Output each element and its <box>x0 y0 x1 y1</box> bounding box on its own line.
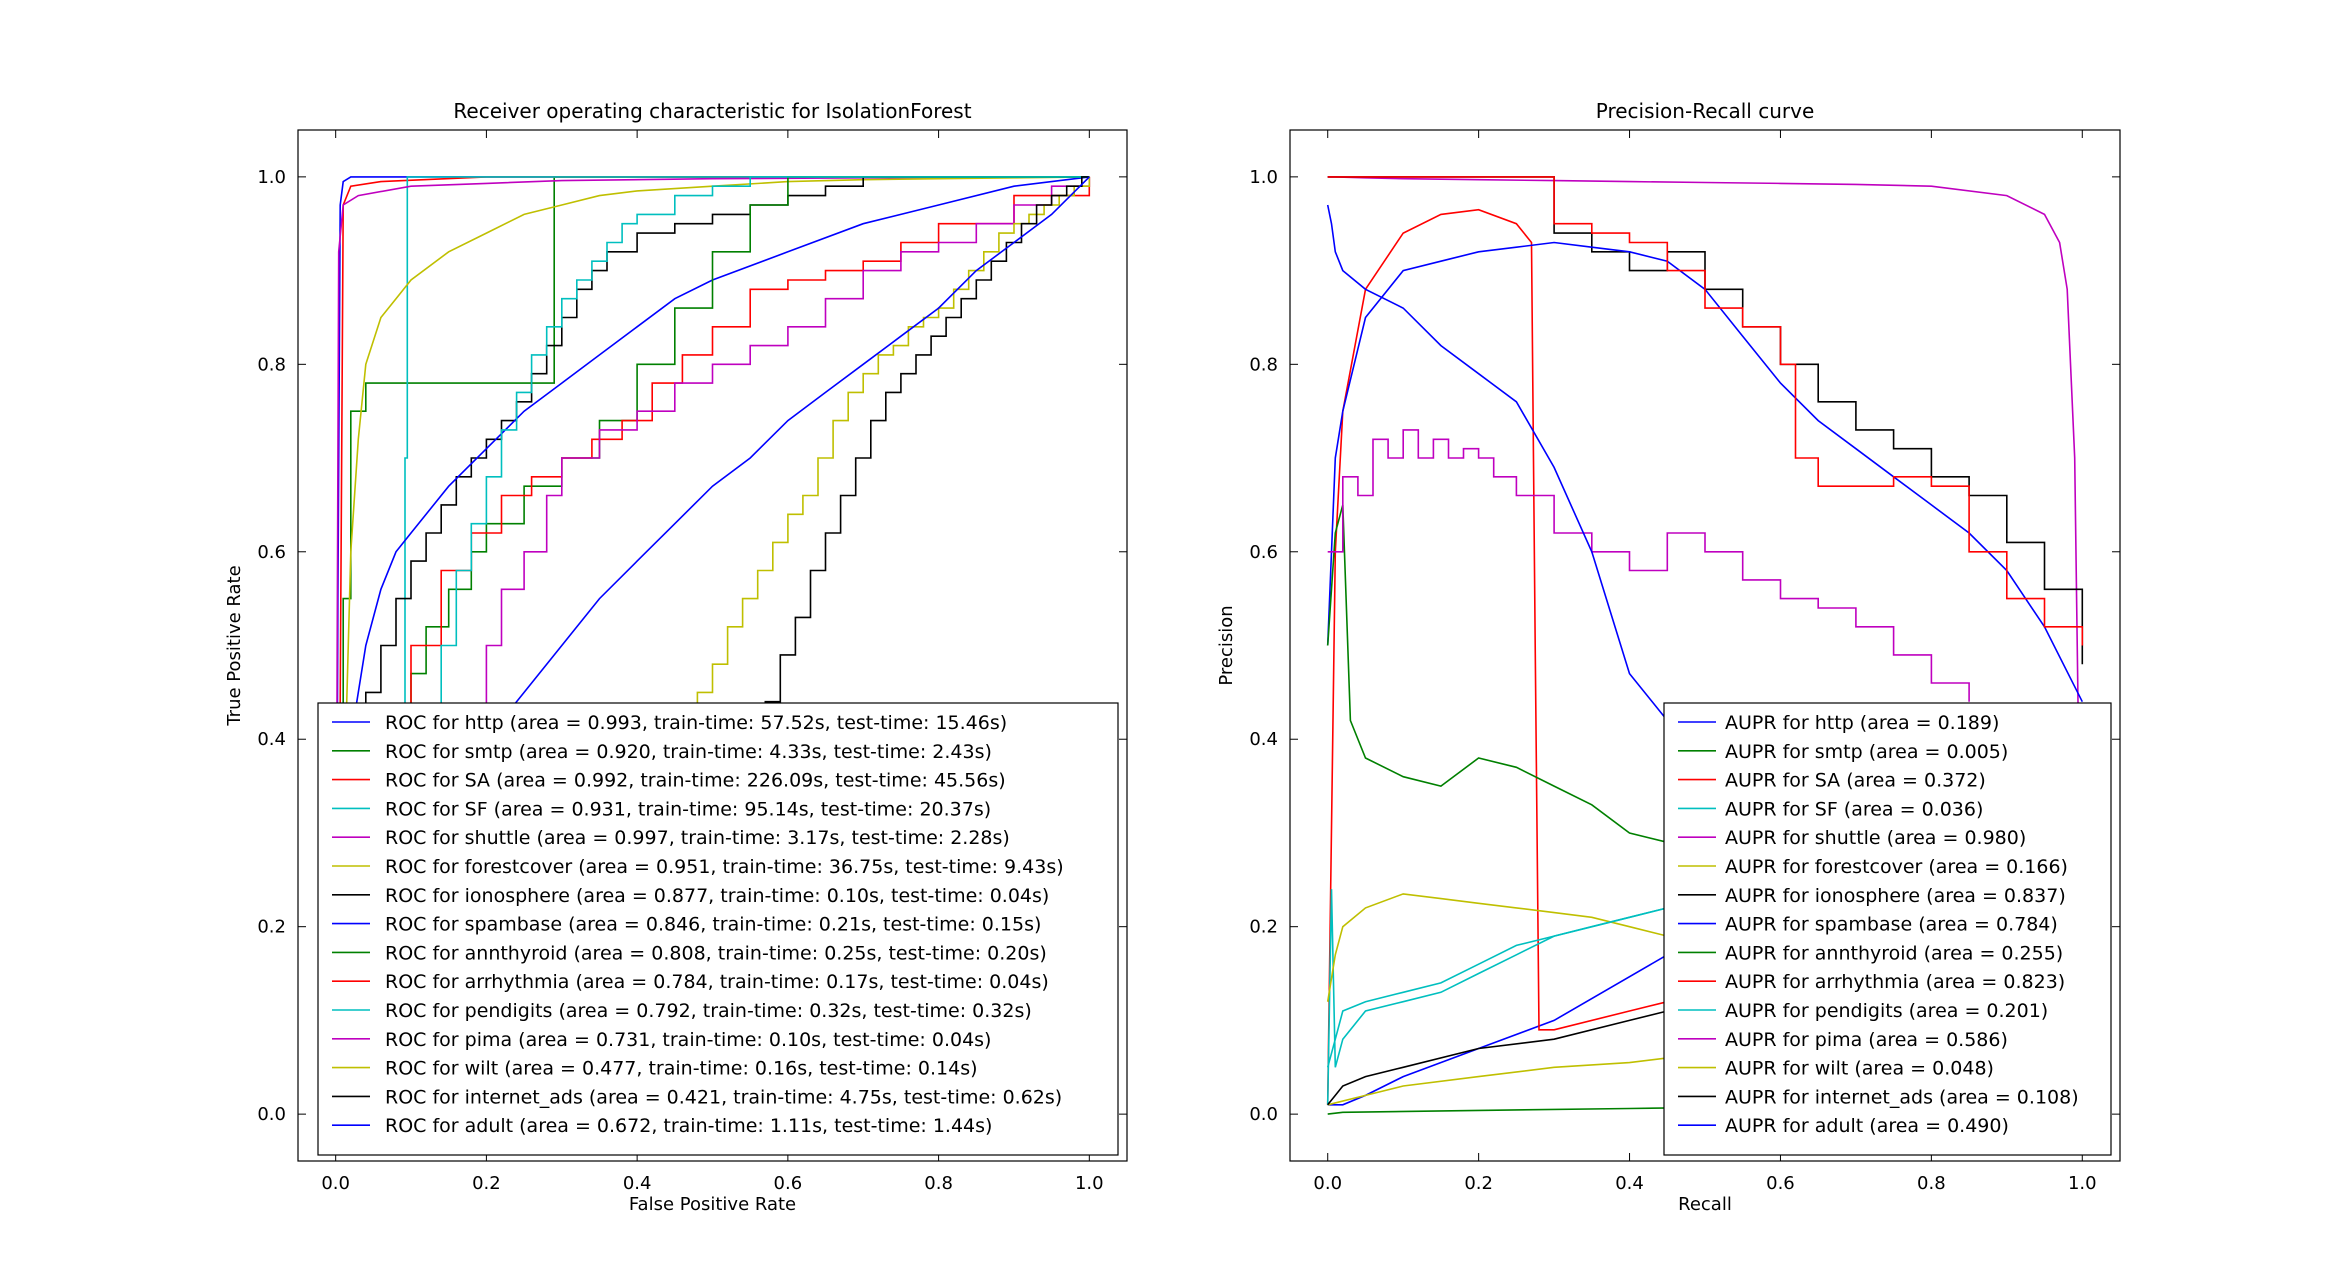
x-tick-label: 0.0 <box>1313 1173 1342 1194</box>
series-line-4 <box>334 176 1090 1115</box>
y-axis-label: Precision <box>1216 605 1237 685</box>
x-tick-label: 1.0 <box>1075 1173 1104 1194</box>
legend-box <box>1663 702 2112 1156</box>
series-line-7 <box>334 176 1090 1115</box>
series-line-12 <box>1327 1057 2083 1106</box>
series-line-13 <box>335 176 1090 1115</box>
legend-entry: AUPR for SF (area = 0.036) <box>1725 798 1983 820</box>
x-tick-label: 0.2 <box>1464 1173 1493 1194</box>
legend-entry: AUPR for http (area = 0.189) <box>1725 712 1999 734</box>
y-tick-label: 0.0 <box>257 1104 286 1125</box>
legend-entry: AUPR for annthyroid (area = 0.255) <box>1725 942 2063 964</box>
legend-entry: AUPR for adult (area = 0.490) <box>1725 1115 2009 1137</box>
y-tick-label: 0.4 <box>257 729 286 750</box>
x-tick-label: 0.2 <box>472 1173 501 1194</box>
legend-entry: ROC for adult (area = 0.672, train-time:… <box>385 1115 992 1137</box>
legend-entry: AUPR for pendigits (area = 0.201) <box>1725 1000 2048 1022</box>
legend: AUPR for http (area = 0.189) AUPR for smt… <box>1663 702 2112 1156</box>
series-line-12 <box>335 176 1091 1115</box>
chart-roc: 0.0 0.2 0.4 0.6 0.8 1.0 0.0 0.2 0.4 0.6 0.8 1.0 Rece… <box>224 99 1128 1215</box>
axes-frame <box>297 129 1128 1162</box>
legend-entry: AUPR for shuttle (area = 0.980) <box>1725 827 2026 849</box>
legend-entry: ROC for pima (area = 0.731, train-time: … <box>385 1029 991 1051</box>
legend-entry: AUPR for forestcover (area = 0.166) <box>1725 856 2068 878</box>
series-line-6 <box>1327 176 2084 665</box>
y-tick-label: 0.2 <box>257 917 286 938</box>
series-line-2 <box>1326 208 2083 1105</box>
series-line-4 <box>1327 176 2084 1021</box>
legend-entry: ROC for internet_ads (area = 0.421, trai… <box>385 1086 1062 1108</box>
series-lines <box>1326 176 2084 1115</box>
y-tick-label: 0.0 <box>1249 1104 1278 1125</box>
y-tick-label: 1.0 <box>1249 167 1278 188</box>
legend: ROC for http (area = 0.993, train-time: … <box>317 702 1119 1156</box>
series-line-5 <box>1326 893 2083 1002</box>
axes-frame <box>1289 129 2121 1162</box>
y-tick-label: 1.0 <box>257 167 286 188</box>
x-tick-label: 0.8 <box>924 1173 953 1194</box>
legend-entry: ROC for forestcover (area = 0.951, train… <box>385 856 1064 878</box>
series-line-9 <box>1327 176 2084 646</box>
x-axis-label: Recall <box>1678 1194 1732 1215</box>
legend-entry: ROC for ionosphere (area = 0.877, train-… <box>385 885 1049 907</box>
y-tick-label: 0.4 <box>1249 729 1278 750</box>
legend-entry: AUPR for pima (area = 0.586) <box>1725 1029 2008 1051</box>
series-line-11 <box>335 176 1091 1115</box>
series-line-14 <box>334 176 1090 1115</box>
legend-entry: ROC for wilt (area = 0.477, train-time: … <box>385 1058 978 1080</box>
series-line-13 <box>1327 1010 2083 1106</box>
x-axis-label: False Positive Rate <box>629 1194 796 1215</box>
y-tick-label: 0.2 <box>1249 917 1278 938</box>
legend-entry: ROC for arrhythmia (area = 0.784, train-… <box>385 971 1049 993</box>
series-line-7 <box>1326 241 2084 703</box>
legend-entry: ROC for SF (area = 0.931, train-time: 95… <box>385 798 991 820</box>
y-tick-label: 0.8 <box>257 354 286 375</box>
x-tick-label: 1.0 <box>2068 1173 2097 1194</box>
y-tick-label: 0.8 <box>1249 354 1278 375</box>
y-tick-label: 0.6 <box>1249 542 1278 563</box>
series-line-0 <box>1327 954 2083 1106</box>
legend-entry: AUPR for wilt (area = 0.048) <box>1725 1058 1994 1080</box>
series-line-10 <box>335 176 1090 1115</box>
legend-entry: ROC for pendigits (area = 0.792, train-t… <box>385 1000 1032 1022</box>
x-tick-label: 0.4 <box>1615 1173 1644 1194</box>
legend-entry: ROC for smtp (area = 0.920, train-time: … <box>385 741 992 763</box>
chart-title: Precision-Recall curve <box>1596 99 1815 123</box>
legend-entry: AUPR for arrhythmia (area = 0.823) <box>1725 971 2065 993</box>
chart-precision-recall: 0.0 0.2 0.4 0.6 0.8 1.0 0.0 0.2 0.4 0.6 0.8 1.0 Prec… <box>1216 99 2121 1215</box>
legend-entry: ROC for shuttle (area = 0.997, train-tim… <box>385 827 1010 849</box>
legend-entry: AUPR for spambase (area = 0.784) <box>1725 914 2058 936</box>
series-line-14 <box>1326 204 1668 722</box>
legend-entry: AUPR for internet_ads (area = 0.108) <box>1725 1086 2079 1108</box>
legend-entry: AUPR for ionosphere (area = 0.837) <box>1725 885 2066 907</box>
legend-entry: ROC for SA (area = 0.992, train-time: 22… <box>385 770 1006 792</box>
chart-title: Receiver operating characteristic for Is… <box>453 99 971 123</box>
x-tick-label: 0.4 <box>623 1173 652 1194</box>
legend-box <box>317 702 1119 1156</box>
x-tick-label: 0.6 <box>774 1173 803 1194</box>
x-tick-label: 0.0 <box>321 1173 350 1194</box>
legend-entry: ROC for spambase (area = 0.846, train-ti… <box>385 914 1041 936</box>
legend-entry: AUPR for SA (area = 0.372) <box>1725 770 1986 792</box>
legend-entry: AUPR for smtp (area = 0.005) <box>1725 741 2008 763</box>
x-tick-label: 0.6 <box>1766 1173 1795 1194</box>
legend-entry: ROC for annthyroid (area = 0.808, train-… <box>385 942 1047 964</box>
y-tick-label: 0.6 <box>257 542 286 563</box>
y-axis-label: True Positive Rate <box>224 565 245 726</box>
series-line-10 <box>1326 907 2083 1068</box>
series-line-5 <box>334 176 1090 1115</box>
x-tick-label: 0.8 <box>1917 1173 1946 1194</box>
series-line-11 <box>1327 429 1970 702</box>
legend-entry: ROC for http (area = 0.993, train-time: … <box>385 712 1007 734</box>
